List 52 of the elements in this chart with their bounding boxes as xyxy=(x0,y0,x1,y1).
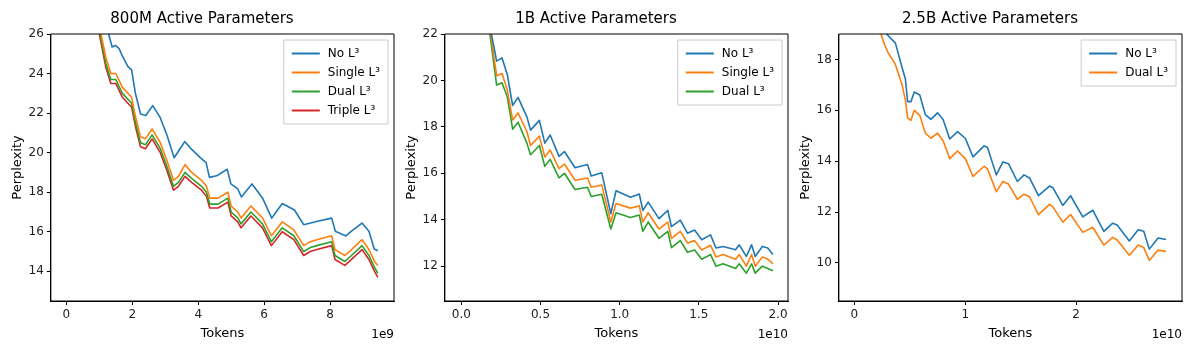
text: 1e10 xyxy=(757,327,788,342)
x-tick-label: 0.0 xyxy=(451,307,471,322)
legend-label: Single L³ xyxy=(327,64,381,79)
y-axis-title: Perplexity xyxy=(9,134,25,200)
legend-label: Triple L³ xyxy=(326,102,376,117)
x-axis-title: Tokens xyxy=(199,324,245,340)
x-tick-label: 0 xyxy=(62,307,71,322)
x-tick-label: 4 xyxy=(194,307,203,322)
x-axis-title: Tokens xyxy=(987,324,1033,340)
legend-label: Dual L³ xyxy=(721,83,765,98)
y-axis-title: Perplexity xyxy=(403,134,419,200)
legend-label: No L³ xyxy=(327,45,360,60)
y-tick-label: 22 xyxy=(28,105,44,120)
legend-label: Dual L³ xyxy=(1125,64,1169,79)
chart-title: 1B Active Parameters xyxy=(515,8,677,27)
x-tick-label: 1.0 xyxy=(610,307,630,322)
x-tick-label: 0 xyxy=(850,307,859,322)
y-tick-label: 16 xyxy=(422,165,438,180)
x-axis-title: Tokens xyxy=(593,324,639,340)
y-tick-label: 26 xyxy=(28,26,44,41)
x-tick-label: 2 xyxy=(128,307,137,322)
x-tick-label: 2.0 xyxy=(768,307,788,322)
y-tick-label: 18 xyxy=(422,118,438,133)
x-tick-label: 8 xyxy=(326,307,334,322)
y-tick-label: 16 xyxy=(28,223,44,238)
chart-title: 2.5B Active Parameters xyxy=(902,8,1079,27)
y-tick-label: 20 xyxy=(422,72,438,87)
y-tick-label: 12 xyxy=(422,258,438,273)
x-tick-label: 0.5 xyxy=(530,307,551,322)
y-tick-label: 14 xyxy=(816,153,832,168)
chart-title: 800M Active Parameters xyxy=(110,8,294,27)
x-tick-label: 2 xyxy=(1072,307,1080,322)
legend-label: Dual L³ xyxy=(327,83,371,98)
text: 1e9 xyxy=(371,327,394,342)
y-axis-title: Perplexity xyxy=(797,134,813,200)
y-tick-label: 14 xyxy=(422,211,438,226)
legend-label: No L³ xyxy=(721,45,754,60)
y-tick-label: 18 xyxy=(816,51,832,66)
x-tick-label: 1 xyxy=(961,307,970,322)
y-tick-label: 14 xyxy=(28,263,44,278)
y-tick-label: 22 xyxy=(422,26,438,41)
y-tick-label: 24 xyxy=(28,65,44,80)
y-tick-label: 12 xyxy=(816,204,832,219)
legend-label: No L³ xyxy=(1125,45,1157,60)
x-tick-label: 1.5 xyxy=(689,307,709,322)
x-tick-label: 6 xyxy=(260,307,268,322)
y-tick-label: 18 xyxy=(28,184,44,199)
y-tick-label: 20 xyxy=(28,144,44,159)
y-tick-label: 16 xyxy=(816,102,832,117)
legend-label: Single L³ xyxy=(721,64,775,79)
text: 1e10 xyxy=(1151,327,1182,342)
y-tick-label: 10 xyxy=(816,254,832,269)
